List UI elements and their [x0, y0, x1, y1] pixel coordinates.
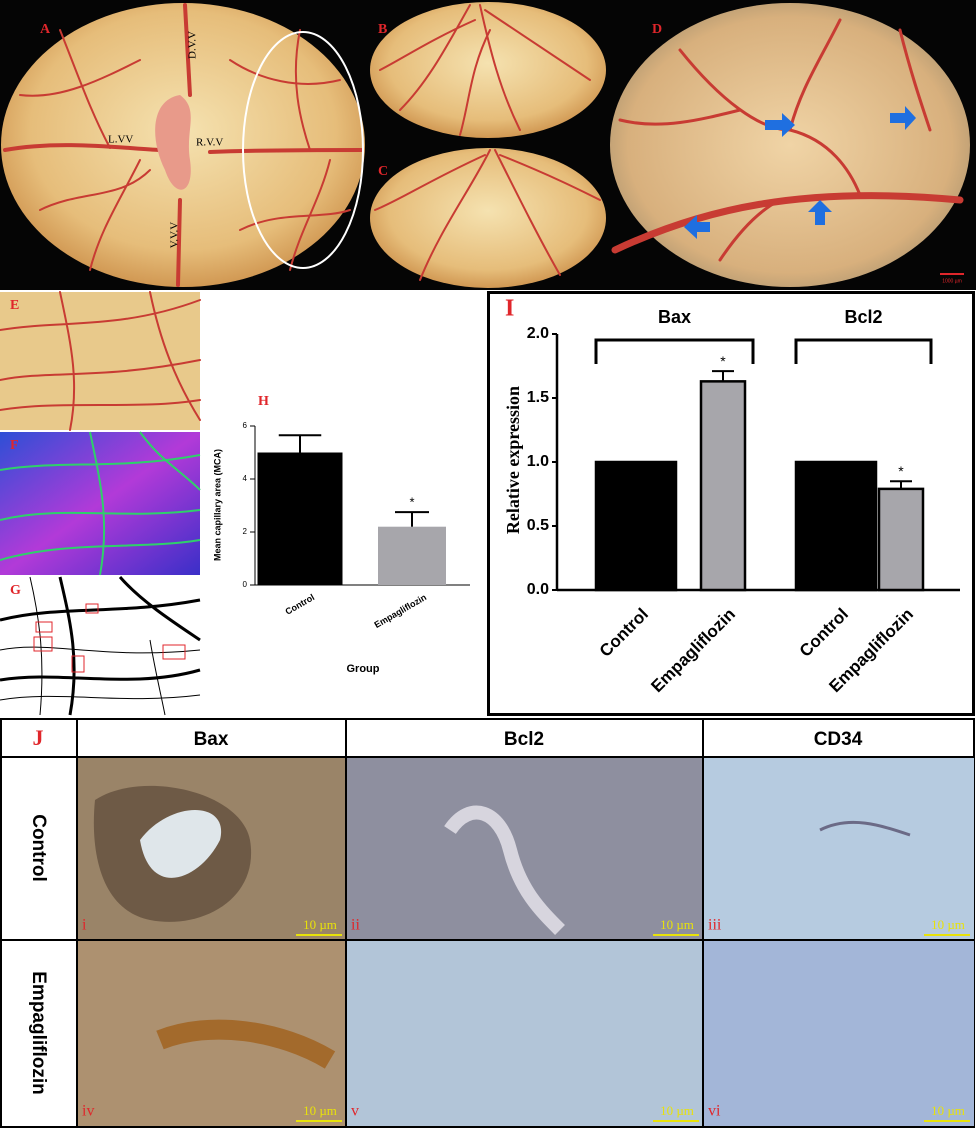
row-header: Control: [28, 814, 49, 882]
scale-bar-label: 10 µm: [931, 1103, 965, 1118]
significance-mark: *: [409, 495, 414, 510]
y-tick-label: 4: [243, 474, 248, 483]
panel-label: F: [10, 438, 19, 453]
significance-mark: *: [720, 353, 726, 369]
scale-bar-label: 10 µm: [660, 917, 694, 932]
bar: [257, 452, 343, 585]
group-label: Bcl2: [844, 307, 882, 327]
vessel-label: D.V.V: [187, 31, 199, 59]
panel-label: G: [10, 583, 21, 598]
x-axis-label: Group: [347, 663, 380, 675]
y-tick-label: 0.5: [527, 517, 549, 534]
bar: [877, 487, 925, 592]
panel-label: B: [378, 22, 387, 37]
scale-bar-label: 10 µm: [303, 917, 337, 932]
cell-label: i: [82, 917, 87, 934]
vessel-label: R.V.V: [196, 137, 223, 149]
panel-label: C: [378, 164, 388, 179]
x-tick-label: Control: [283, 592, 316, 617]
column-header: Bcl2: [504, 729, 544, 750]
photo-d: [610, 3, 970, 287]
scale-bar-label: 10 µm: [660, 1103, 694, 1118]
group-bracket: [794, 338, 933, 364]
cell-label: v: [351, 1103, 359, 1120]
column-header: Bax: [194, 729, 229, 750]
group-bracket: [594, 338, 755, 364]
photo-g: [0, 576, 201, 716]
y-axis-label: Mean capillary area (MCA): [212, 449, 222, 561]
cell-label: iv: [82, 1103, 94, 1120]
photo-a: [1, 3, 365, 287]
y-tick-label: 1.0: [527, 453, 549, 470]
photo-b: [370, 2, 606, 138]
photo-f: [0, 431, 201, 576]
panel-label: I: [505, 296, 514, 322]
x-tick-label: Control: [796, 605, 852, 661]
group-label: Bax: [658, 307, 691, 327]
panel-frame: [487, 291, 975, 716]
row-header: Empagliflozin: [28, 971, 49, 1095]
bar: [699, 380, 747, 592]
y-tick-label: 2: [243, 527, 248, 536]
bar: [378, 526, 446, 585]
panel-label: J: [33, 725, 44, 750]
cell-label: ii: [351, 917, 360, 934]
column-header: CD34: [814, 729, 863, 750]
vessel-label: V.V.V: [169, 222, 181, 249]
photo-c: [370, 148, 606, 288]
y-tick-label: 0: [243, 580, 248, 589]
significance-mark: *: [898, 463, 904, 479]
scale-bar-label: 10 µm: [303, 1103, 337, 1118]
cell-label: vi: [708, 1103, 721, 1120]
scale-bar-label: 10 µm: [931, 917, 965, 932]
y-axis-label: Relative expression: [503, 386, 523, 534]
y-tick-label: 6: [243, 421, 248, 430]
panel-label: H: [258, 394, 269, 409]
vessel-label: L.VV: [108, 134, 133, 146]
y-tick-label: 1.5: [527, 389, 549, 406]
y-tick-label: 2.0: [527, 325, 549, 342]
photo-e: [0, 291, 201, 431]
bar: [594, 460, 678, 592]
panel-label: E: [10, 298, 19, 313]
cell-label: iii: [708, 917, 722, 934]
x-tick-label: Empagliflozin: [373, 592, 429, 630]
x-tick-label: Empagliflozin: [647, 605, 739, 697]
panel-label: D: [652, 22, 662, 37]
stain-table: [0, 718, 975, 1128]
scale-bar-label: 1000 µm: [942, 278, 962, 284]
bar: [794, 460, 878, 592]
y-tick-label: 0.0: [527, 581, 549, 598]
panel-label: A: [40, 22, 51, 37]
x-tick-label: Control: [596, 605, 652, 661]
